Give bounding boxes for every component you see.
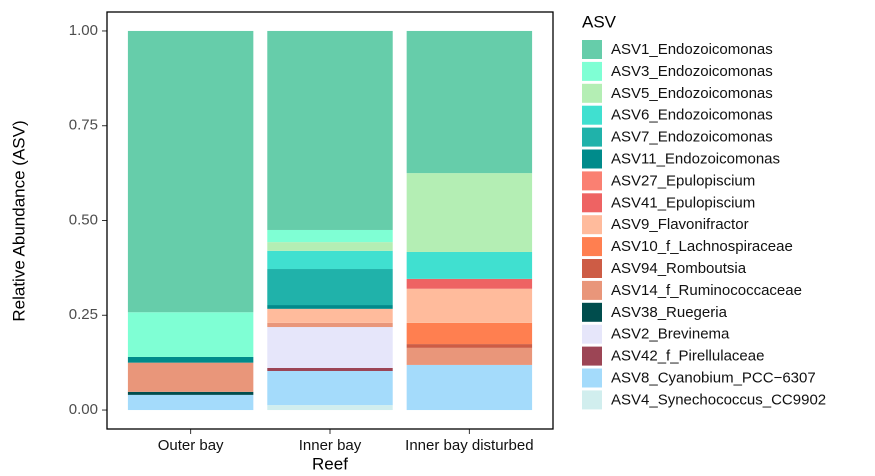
legend-label: ASV41_Epulopiscium [611, 194, 755, 211]
y-tick-label: 0.75 [69, 117, 98, 134]
legend-key [582, 193, 602, 213]
bar-segment [267, 242, 393, 251]
legend-label: ASV5_Endozoicomonas [611, 85, 773, 102]
x-tick-label: Inner bay [299, 437, 362, 454]
legend-label: ASV7_Endozoicomonas [611, 129, 773, 146]
legend-key [582, 149, 602, 169]
bar-segment [406, 173, 533, 252]
y-tick-label: 1.00 [69, 22, 98, 39]
legend-key [582, 259, 602, 278]
bar-segment [406, 288, 533, 323]
legend-label: ASV9_Flavonifractor [611, 216, 749, 233]
legend-label: ASV27_Epulopiscium [611, 172, 755, 189]
legend-key [582, 324, 602, 344]
legend-label: ASV2_Brevinema [611, 326, 730, 343]
legend-label: ASV94_Romboutsia [611, 260, 747, 277]
legend-label: ASV38_Ruegeria [611, 304, 728, 321]
bar-segment [267, 322, 393, 328]
legend-label: ASV3_Endozoicomonas [611, 63, 773, 80]
bar-segment [267, 269, 393, 306]
legend-key [582, 127, 602, 147]
bar-segment [267, 327, 393, 368]
bar-segment [127, 391, 254, 395]
legend-label: ASV8_Cyanobium_PCC−6307 [611, 369, 816, 386]
bar-segment [127, 394, 254, 411]
legend-title: ASV [582, 12, 617, 31]
legend-key [582, 390, 602, 410]
y-tick-label: 0.00 [69, 401, 98, 418]
bar-segment [127, 312, 254, 357]
legend-label: ASV11_Endozoicomonas [611, 150, 780, 167]
x-tick-label: Outer bay [158, 437, 224, 454]
x-axis-title: Reef [312, 454, 348, 473]
bar-segment [406, 364, 533, 411]
legend-label: ASV10_f_Lachnospiraceae [611, 238, 793, 255]
bar-segment [267, 367, 393, 371]
legend-key [582, 302, 602, 322]
legend-key [582, 83, 602, 103]
bar-segment [267, 370, 393, 406]
bar-segment [406, 322, 533, 345]
y-tick-label: 0.50 [69, 211, 98, 228]
bar-segment [406, 344, 533, 348]
legend-label: ASV6_Endozoicomonas [611, 107, 773, 124]
bar-segment [127, 30, 254, 313]
legend-key [582, 368, 602, 388]
bar-segment [406, 251, 533, 279]
y-tick-label: 0.25 [69, 306, 98, 323]
bar-segment [406, 347, 533, 365]
legend-label: ASV1_Endozoicomonas [611, 41, 773, 58]
legend-label: ASV42_f_Pirellulaceae [611, 348, 764, 365]
bar-segment [267, 250, 393, 270]
legend-key [582, 280, 602, 300]
bar-segment [406, 278, 533, 289]
legend-label: ASV4_Synechococcus_CC9902 [611, 391, 826, 408]
bar-segment [127, 362, 254, 392]
legend-key [582, 171, 602, 191]
legend-label: ASV14_f_Ruminococcaceae [611, 282, 802, 299]
y-axis-title: Relative Abundance (ASV) [9, 120, 28, 321]
bar-segment [267, 405, 393, 411]
bar-segment [267, 30, 393, 230]
bar-segment [267, 308, 393, 323]
legend-key [582, 237, 602, 257]
legend-key [582, 105, 602, 125]
legend-key [582, 346, 602, 366]
legend-key [582, 61, 602, 81]
bar-segment [267, 229, 393, 243]
bar-segment [267, 305, 393, 309]
plot-border [106, 11, 554, 430]
bar-segment [406, 30, 533, 174]
x-tick-label: Inner bay disturbed [405, 437, 533, 454]
legend-key [582, 215, 602, 235]
legend-key [582, 40, 602, 59]
bar-segment [127, 356, 254, 363]
